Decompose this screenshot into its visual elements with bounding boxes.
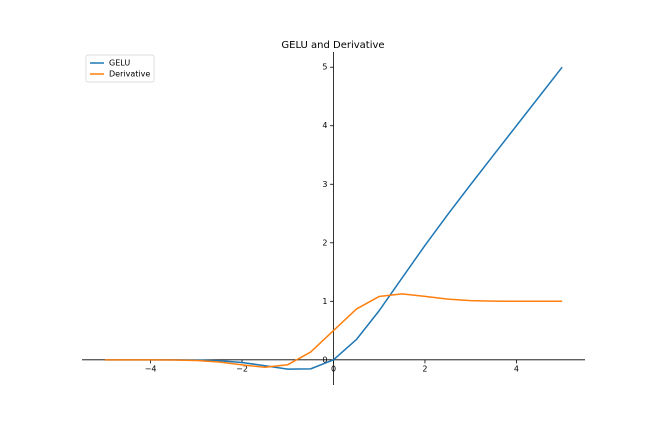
x-tick-label: 4 xyxy=(514,364,519,373)
y-tick-label: 1 xyxy=(322,297,327,306)
y-tick-label: 0 xyxy=(322,355,327,364)
y-tick-label: 3 xyxy=(322,180,327,189)
legend-label: GELU xyxy=(109,59,130,68)
legend-label: Derivative xyxy=(109,70,150,79)
x-tick-label: 2 xyxy=(422,364,427,373)
y-tick-label: 5 xyxy=(322,63,327,72)
x-tick-label: −2 xyxy=(236,364,248,373)
legend-box xyxy=(85,54,155,83)
y-tick-label: 2 xyxy=(322,238,327,247)
line-series xyxy=(104,293,563,369)
x-tick-label: −4 xyxy=(145,364,157,373)
chart-title: GELU and Derivative xyxy=(281,40,384,51)
x-tick-label: 0 xyxy=(331,364,336,373)
y-tick-label: 4 xyxy=(322,121,327,130)
